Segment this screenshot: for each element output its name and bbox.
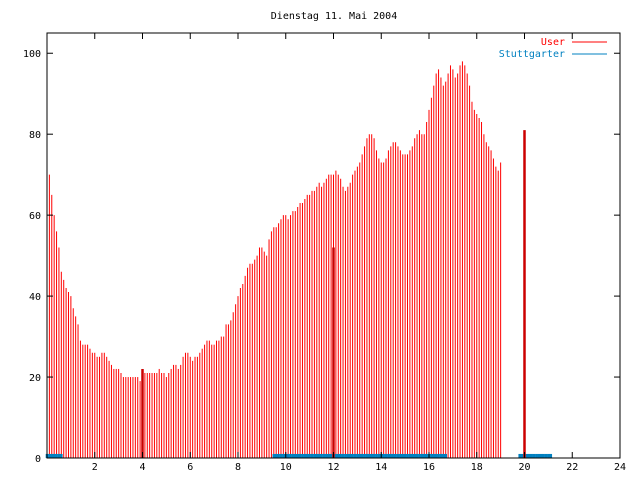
x-tick-label: 16 — [423, 462, 435, 473]
y-tick-label: 100 — [23, 49, 41, 60]
user-series — [46, 61, 502, 458]
y-tick-label: 80 — [29, 130, 41, 141]
x-tick-label: 20 — [518, 462, 530, 473]
x-tick-label: 6 — [187, 462, 193, 473]
x-axis: 2 4 6 8 10 12 14 16 18 20 22 24 — [92, 33, 626, 473]
x-tick-label: 22 — [566, 462, 578, 473]
y-tick-label: 40 — [29, 292, 41, 303]
y-tick-label: 60 — [29, 211, 41, 222]
x-tick-label: 4 — [139, 462, 145, 473]
x-tick-label: 24 — [614, 462, 626, 473]
y-tick-label: 20 — [29, 373, 41, 384]
chart-title: Dienstag 11. Mai 2004 — [271, 11, 397, 22]
x-tick-label: 12 — [327, 462, 339, 473]
x-tick-label: 18 — [471, 462, 483, 473]
x-tick-label: 8 — [235, 462, 241, 473]
annotations — [141, 130, 526, 458]
y-tick-label: 0 — [35, 454, 41, 465]
legend-label-user: User — [541, 37, 565, 48]
legend-label-stuttgarter: Stuttgarter — [499, 49, 565, 60]
x-tick-label: 10 — [280, 462, 292, 473]
stuttgarter-series — [45, 453, 553, 458]
x-tick-label: 2 — [92, 462, 98, 473]
x-tick-label: 14 — [375, 462, 387, 473]
legend: User Stuttgarter — [499, 37, 607, 60]
y-axis: 0 20 40 60 80 100 — [23, 49, 620, 465]
